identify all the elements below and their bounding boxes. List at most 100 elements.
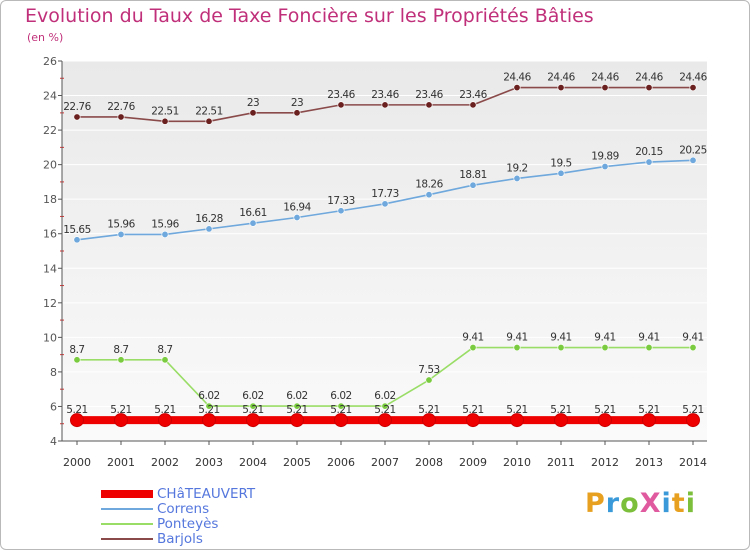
data-label: 9.41 — [506, 332, 527, 344]
x-tick-label: 2000 — [63, 456, 91, 469]
data-point — [466, 413, 480, 428]
data-point — [73, 113, 81, 121]
data-point — [469, 101, 477, 109]
legend-swatch — [101, 490, 153, 498]
y-tick-label: 12 — [43, 297, 57, 310]
data-label: 23 — [247, 97, 259, 109]
data-label: 24.46 — [635, 72, 663, 84]
data-label: 24.46 — [591, 72, 619, 84]
data-label: 8.7 — [69, 344, 84, 356]
logo-letter: r — [605, 488, 621, 519]
plot-area — [62, 61, 707, 441]
data-point — [70, 413, 84, 428]
data-point — [557, 169, 565, 177]
y-unit-label: (en %) — [27, 31, 64, 44]
data-label: 5.21 — [154, 404, 175, 416]
data-label: 5.21 — [638, 404, 659, 416]
data-label: 22.76 — [107, 101, 135, 113]
x-tick-label: 2006 — [327, 456, 355, 469]
data-label: 18.81 — [459, 169, 487, 181]
data-label: 23 — [291, 97, 303, 109]
data-label: 18.26 — [415, 179, 443, 191]
x-tick-label: 2003 — [195, 456, 223, 469]
data-point — [293, 213, 301, 221]
data-point — [642, 413, 656, 428]
data-label: 16.94 — [283, 201, 311, 213]
data-label: 7.53 — [418, 364, 439, 376]
data-label: 23.46 — [459, 89, 487, 101]
data-label: 19.5 — [550, 157, 571, 169]
y-tick-label: 14 — [43, 262, 57, 275]
data-label: 6.02 — [374, 390, 395, 402]
logo-letter: i — [685, 488, 696, 519]
series-pontey-s: 8.7 8.7 8.7 6.02 6.02 6.02 6.02 6.02 7.53 9.41 9.4… — [69, 332, 704, 410]
x-tick-label: 2009 — [459, 456, 487, 469]
data-point — [337, 101, 345, 109]
data-label: 23.46 — [371, 89, 399, 101]
data-point — [249, 219, 257, 227]
data-point — [513, 344, 521, 352]
data-label: 5.21 — [550, 404, 571, 416]
data-point — [158, 413, 172, 428]
data-point — [161, 230, 169, 238]
data-point — [601, 344, 609, 352]
data-label: 5.21 — [374, 404, 395, 416]
data-label: 19.89 — [591, 151, 619, 163]
data-point — [205, 225, 213, 233]
data-label: 8.7 — [157, 344, 172, 356]
data-point — [73, 356, 81, 364]
data-label: 9.41 — [594, 332, 615, 344]
data-point — [686, 413, 700, 428]
y-tick-label: 6 — [50, 400, 57, 413]
x-tick-label: 2012 — [591, 456, 619, 469]
data-point — [249, 402, 257, 410]
data-point — [378, 413, 392, 428]
data-point — [246, 413, 260, 428]
y-tick-label: 10 — [43, 331, 57, 344]
x-tick-label: 2010 — [503, 456, 531, 469]
data-label: 24.46 — [503, 72, 531, 84]
data-point — [205, 117, 213, 125]
data-point — [689, 344, 697, 352]
data-label: 9.41 — [550, 332, 571, 344]
data-label: 24.46 — [679, 72, 707, 84]
logo-letter: X — [639, 488, 662, 519]
data-point — [381, 101, 389, 109]
data-label: 5.21 — [66, 404, 87, 416]
data-point — [510, 413, 524, 428]
data-point — [337, 207, 345, 215]
x-tick-label: 2005 — [283, 456, 311, 469]
series-barjols: 22.76 22.76 22.51 22.51 23 23 23.46 23.46 23.46 2… — [63, 72, 708, 125]
data-point — [689, 156, 697, 164]
data-point — [645, 84, 653, 92]
data-point — [290, 413, 304, 428]
y-tick-label: 18 — [43, 193, 57, 206]
data-label: 22.51 — [151, 105, 179, 117]
data-point — [117, 230, 125, 238]
data-label: 5.21 — [682, 404, 703, 416]
data-point — [381, 402, 389, 410]
data-label: 20.25 — [679, 144, 707, 156]
data-point — [161, 117, 169, 125]
data-point — [202, 413, 216, 428]
data-label: 23.46 — [415, 89, 443, 101]
data-label: 6.02 — [286, 390, 307, 402]
data-label: 5.21 — [286, 404, 307, 416]
data-point — [557, 84, 565, 92]
y-tick-label: 26 — [43, 55, 57, 68]
data-point — [513, 84, 521, 92]
data-label: 22.76 — [63, 101, 91, 113]
series-correns: 15.65 15.96 15.96 16.28 16.61 16.94 17.33 17.73… — [63, 144, 707, 244]
data-point — [601, 163, 609, 171]
data-point — [425, 376, 433, 384]
data-point — [205, 402, 213, 410]
data-label: 5.21 — [110, 404, 131, 416]
y-tick-label: 22 — [43, 124, 57, 137]
legend-label: Barjols — [157, 531, 203, 547]
y-tick-label: 24 — [43, 90, 57, 103]
x-tick-label: 2013 — [635, 456, 663, 469]
data-label: 17.33 — [327, 195, 355, 207]
data-label: 9.41 — [682, 332, 703, 344]
data-label: 5.21 — [594, 404, 615, 416]
